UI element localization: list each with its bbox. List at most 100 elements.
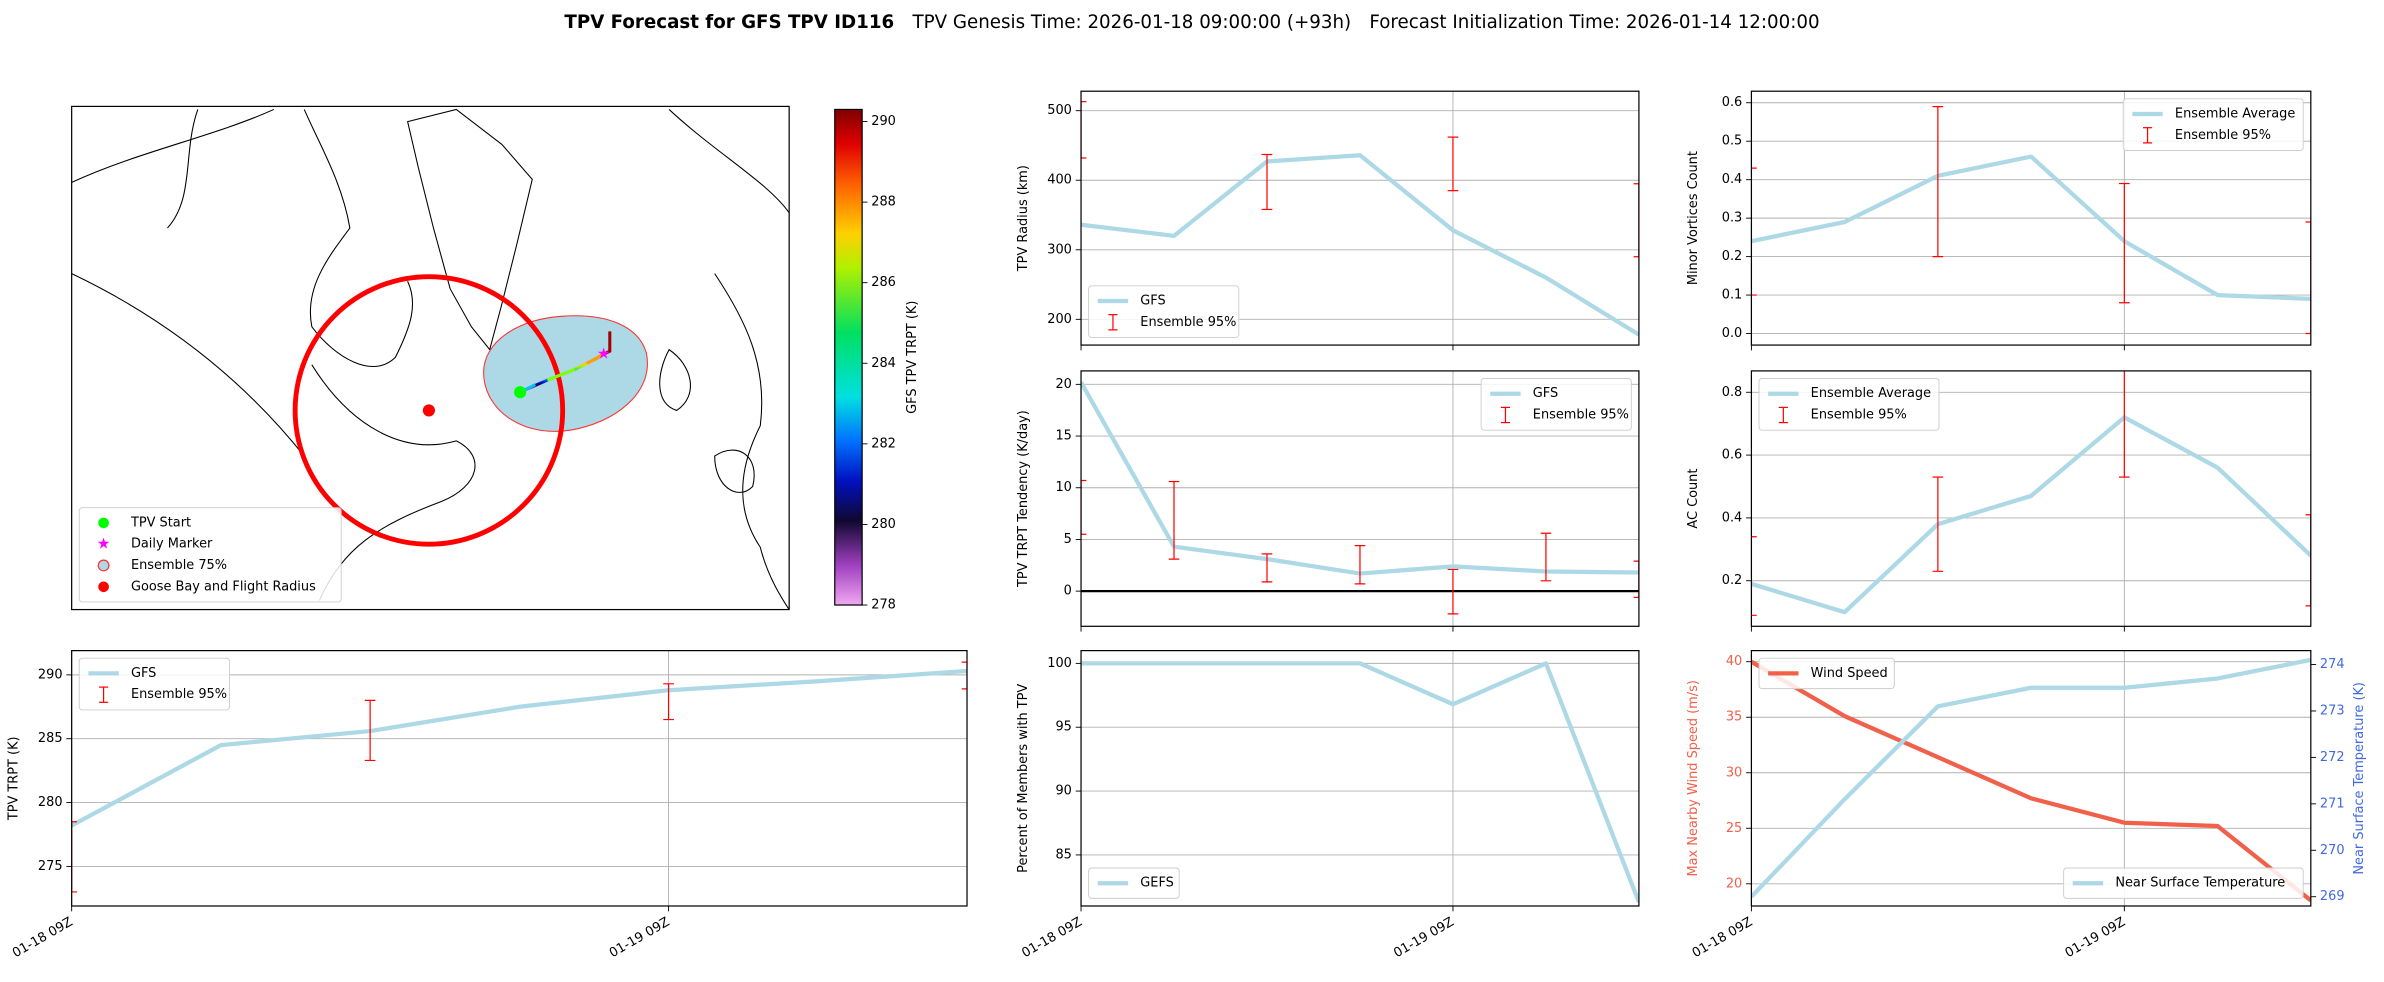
y-axis-label: Minor Vortices Count	[1686, 151, 1701, 285]
legend-label: Daily Marker	[131, 537, 213, 552]
y-tick-label: 20	[1055, 377, 1071, 392]
legend-label: Ensemble 95%	[131, 687, 227, 702]
legend-label: Ensemble 95%	[1811, 407, 1907, 422]
svg-text:★: ★	[597, 345, 611, 363]
x-tick-label: 01-19 09Z	[1391, 915, 1457, 962]
y-tick-label: 10	[1055, 480, 1071, 495]
axes-frame	[71, 650, 968, 907]
colorbar-tick-label: 286	[871, 275, 896, 290]
y-tick-label: 0.0	[1722, 326, 1743, 341]
legend-label: Ensemble Average	[2175, 107, 2295, 122]
legend-label: TPV Start	[130, 515, 191, 530]
colorbar-tick-label: 278	[871, 598, 896, 613]
legend-label: Ensemble 75%	[131, 558, 227, 573]
plot-area	[1751, 657, 2311, 903]
legend-box	[78, 657, 230, 711]
colorbar-tick-label: 282	[871, 436, 896, 451]
x-tick-label: 01-18 09Z	[1690, 915, 1756, 962]
y-tick-label: 35	[1726, 710, 1742, 725]
x-tick-label: 01-18 09Z	[1019, 915, 1085, 962]
y-tick-label: 90	[1055, 784, 1071, 799]
legend-label: GEFS	[1140, 876, 1174, 891]
legend-box	[1088, 285, 1240, 338]
y-tick-label: 0.6	[1722, 95, 1743, 110]
y-tick-label: 40	[1726, 654, 1742, 669]
plot-area	[1751, 370, 2311, 616]
series-line	[1751, 659, 2311, 903]
y-axis-label: TPV TRPT Tendency (K/day)	[1016, 410, 1031, 588]
legend-label: Ensemble Average	[1811, 386, 1931, 401]
y-tick-label: 285	[38, 731, 63, 746]
series-line	[1751, 154, 2311, 302]
axes-frame	[1080, 650, 1640, 907]
series-line	[1081, 153, 1639, 337]
y-axis-label: AC Count	[1686, 469, 1701, 529]
y2-tick-label: 272	[2320, 750, 2345, 765]
legend-label: Ensemble 95%	[1533, 407, 1629, 422]
y-tick-label: 5	[1064, 532, 1072, 547]
series-line	[1751, 415, 2311, 615]
y-tick-label: 85	[1055, 847, 1071, 862]
y-tick-label: 0.5	[1722, 134, 1743, 149]
y-tick-label: 400	[1047, 173, 1072, 188]
y-tick-label: 300	[1047, 242, 1072, 257]
title-init: Forecast Initialization Time: 2026-01-14…	[1369, 12, 1819, 33]
y-axis-label: Percent of Members with TPV	[1016, 684, 1031, 873]
y-tick-label: 100	[1047, 656, 1072, 671]
y2-tick-label: 270	[2320, 843, 2345, 858]
x-tick-label: 01-19 09Z	[2063, 915, 2129, 962]
y-tick-label: 500	[1047, 103, 1072, 118]
legend-label: Ensemble 95%	[1140, 315, 1236, 330]
legend-label: GFS	[131, 666, 156, 681]
title-genesis: TPV Genesis Time: 2026-01-18 09:00:00 (+…	[912, 12, 1352, 33]
legend-swatch: ★	[97, 535, 111, 553]
axes-frame	[1750, 370, 2312, 627]
y-tick-label: 0.4	[1722, 510, 1743, 525]
y-tick-label: 0.2	[1722, 573, 1743, 588]
legend-label: GFS	[1140, 293, 1165, 308]
y-tick-label: 200	[1047, 312, 1072, 327]
x-tick-label: 01-19 09Z	[607, 915, 673, 962]
y2-tick-label: 271	[2320, 796, 2345, 811]
legend-box	[1088, 867, 1180, 899]
plot-area	[1081, 101, 1639, 337]
plot-area	[71, 661, 968, 893]
legend-box	[2063, 867, 2304, 899]
colorbar	[834, 108, 863, 606]
title-bold: TPV Forecast for GFS TPV ID116	[564, 12, 894, 33]
y-axis-label: TPV Radius (km)	[1016, 165, 1031, 272]
colorbar-label: GFS TPV TRPT (K)	[905, 301, 920, 414]
legend-swatch	[98, 581, 109, 593]
y-tick-label: 0.8	[1722, 385, 1743, 400]
colorbar-tick-label: 290	[871, 114, 896, 129]
legend-box	[2122, 98, 2304, 151]
axes-frame	[1750, 650, 2312, 907]
y-tick-label: 25	[1726, 821, 1742, 836]
legend-box	[1480, 378, 1632, 431]
legend-label: Near Surface Temperature	[2115, 876, 2285, 891]
y2-tick-label: 273	[2320, 703, 2345, 718]
y2-tick-label: 274	[2320, 657, 2345, 672]
y-tick-label: 95	[1055, 720, 1071, 735]
legend-label: GFS	[1533, 386, 1558, 401]
y-tick-label: 0	[1064, 584, 1072, 599]
y2-axis-label: Near Surface Temperature (K)	[2352, 682, 2367, 875]
axes-frame	[1080, 370, 1640, 627]
series-line	[1751, 657, 2311, 899]
y-tick-label: 20	[1726, 876, 1742, 891]
plot-area	[1751, 105, 2311, 335]
x-tick-label: 01-18 09Z	[10, 915, 76, 962]
series-line	[71, 668, 968, 828]
y-tick-label: 280	[38, 795, 63, 810]
y-tick-label: 30	[1726, 765, 1742, 780]
colorbar-tick-label: 280	[871, 517, 896, 532]
legend-swatch	[98, 517, 109, 529]
y-tick-label: 275	[38, 859, 63, 874]
y-axis-label: Max Nearby Wind Speed (m/s)	[1686, 680, 1701, 876]
y-tick-label: 0.4	[1722, 172, 1743, 187]
y-tick-label: 0.2	[1722, 249, 1743, 264]
legend-box	[1758, 378, 1940, 431]
legend-label: Wind Speed	[1811, 666, 1888, 681]
legend-label: Ensemble 95%	[2175, 128, 2271, 143]
